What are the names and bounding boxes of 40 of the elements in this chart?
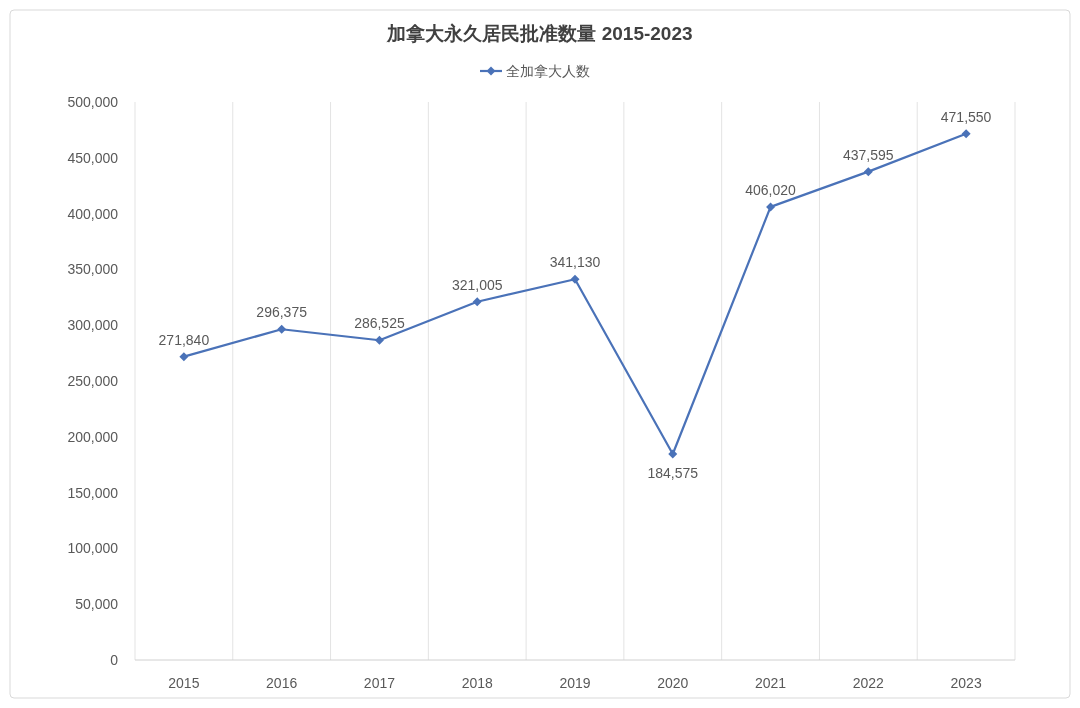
- point: [863, 167, 873, 177]
- y-tick-label: 50,000: [75, 596, 119, 613]
- x-tick-label: 2023: [950, 675, 982, 691]
- data-label: 321,005: [451, 276, 503, 293]
- legend-label: 全加拿大人数: [506, 63, 590, 79]
- x-tick-label: 2019: [559, 675, 591, 691]
- x-tick-label: 2017: [363, 675, 396, 691]
- data-label: 437,595: [843, 146, 894, 163]
- data-label: 471,550: [940, 108, 992, 125]
- data-label: 184,575: [647, 465, 699, 482]
- y-tick-label: 250,000: [67, 373, 119, 389]
- y-tick-label: 200,000: [67, 428, 119, 445]
- data-label: 296,375: [256, 304, 308, 321]
- y-tick-label: 0: [110, 652, 119, 668]
- point: [668, 449, 678, 459]
- x-tick-label: 2022: [852, 675, 885, 691]
- data-label: 406,020: [745, 181, 797, 198]
- point: [472, 297, 482, 307]
- y-tick-label: 450,000: [67, 149, 119, 166]
- point: [277, 324, 287, 334]
- y-tick-label: 500,000: [67, 94, 119, 110]
- point: [766, 202, 776, 212]
- y-tick-label: 400,000: [67, 205, 119, 222]
- x-tick-label: 2015: [168, 675, 200, 691]
- data-label: 341,130: [549, 254, 601, 271]
- point: [179, 352, 189, 362]
- data-label: 286,525: [354, 315, 405, 332]
- point: [570, 274, 580, 284]
- x-tick-label: 2018: [461, 675, 493, 691]
- chart-title: 加拿大永久居民批准数量 2015-2023: [386, 23, 693, 44]
- point: [961, 129, 971, 139]
- x-tick-label: 2021: [754, 675, 787, 691]
- data-label: 271,840: [158, 331, 210, 348]
- y-tick-label: 350,000: [67, 261, 119, 278]
- x-tick-label: 2016: [266, 675, 298, 691]
- y-tick-label: 150,000: [67, 484, 119, 501]
- y-tick-label: 100,000: [67, 540, 119, 557]
- point: [374, 335, 384, 345]
- y-tick-label: 300,000: [67, 317, 119, 334]
- x-tick-label: 2020: [657, 675, 689, 691]
